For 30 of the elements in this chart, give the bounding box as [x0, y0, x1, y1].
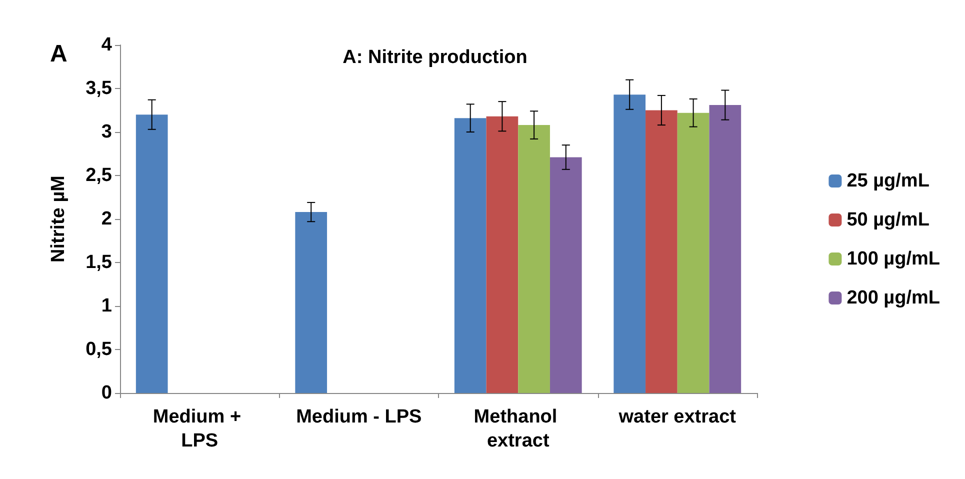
bar: [136, 114, 168, 393]
legend-label: 50 µg/mL: [846, 210, 930, 230]
bar: [454, 118, 486, 393]
y-tick-label: 0,5: [86, 339, 112, 360]
bar: [486, 116, 518, 393]
y-tick-label: 3: [101, 122, 112, 142]
bar: [550, 157, 582, 393]
bar: [614, 94, 646, 393]
y-tick-label: 0: [101, 382, 112, 404]
legend-label: 200 µg/mL: [846, 288, 940, 308]
bar: [709, 105, 742, 393]
x-tick-label: Methanol extract: [474, 406, 562, 452]
bar: [518, 125, 550, 393]
y-tick-label: 3,5: [86, 78, 112, 99]
x-tick-label: Medium + LPS: [152, 406, 246, 452]
bar: [646, 110, 678, 393]
chart-title: A: Nitrite production: [342, 47, 528, 68]
y-tick-label: 1,5: [86, 252, 112, 273]
y-tick-label: 4: [101, 34, 112, 56]
legend-label: 100 µg/mL: [846, 248, 940, 270]
x-tick-label: Medium - LPS: [296, 406, 422, 428]
y-tick-label: 2,5: [86, 165, 112, 186]
text: A: [50, 40, 68, 68]
x-tick-label: water extract: [618, 406, 737, 428]
legend-label: 25 µg/mL: [846, 170, 930, 192]
bar: [295, 212, 328, 393]
bar: [677, 112, 710, 393]
y-axis-title: Nitrite µM: [48, 176, 69, 262]
y-tick-label: 2: [101, 208, 112, 230]
y-tick-label: 1: [101, 296, 112, 316]
